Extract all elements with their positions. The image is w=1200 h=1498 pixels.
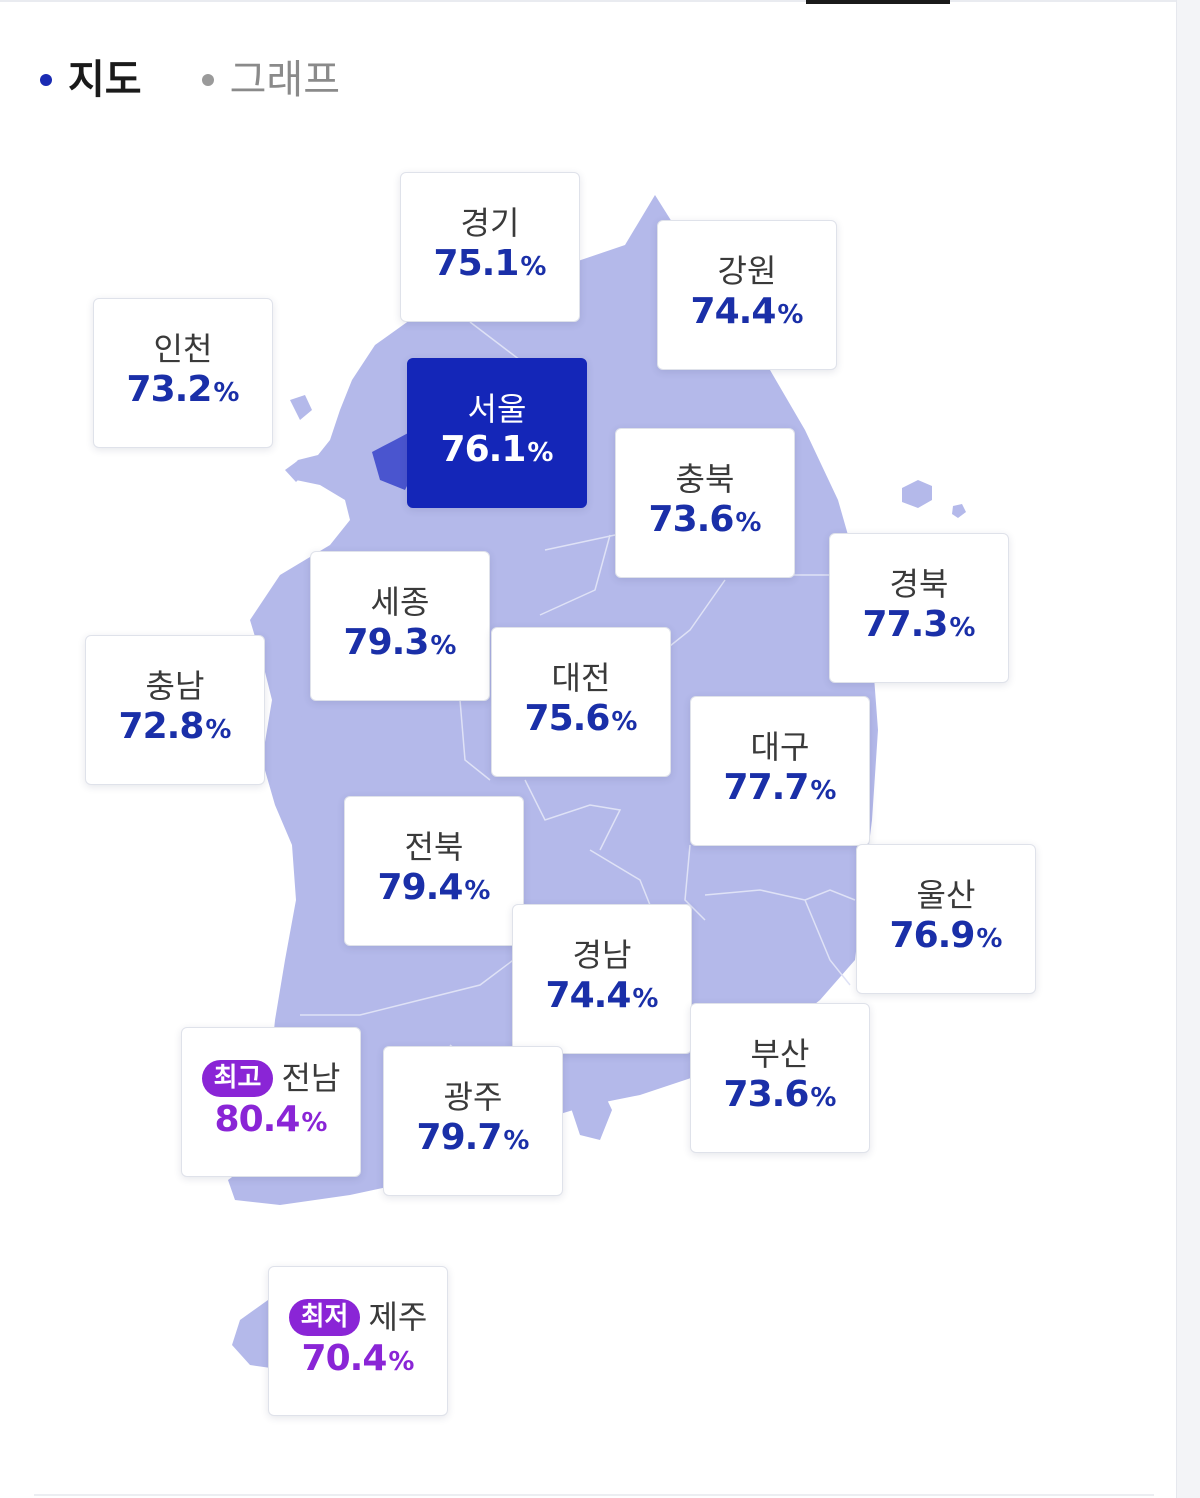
region-name: 경북 [889,565,949,603]
region-card-daegu[interactable]: 대구 77.7% [690,696,870,846]
region-card-gangwon[interactable]: 강원 74.4% [657,220,837,370]
region-name: 대구 [750,728,810,766]
region-card-ulsan[interactable]: 울산 76.9% [856,844,1036,994]
tab-graph[interactable]: 그래프 [201,57,341,103]
percent-sign: % [611,707,638,738]
percent-sign: % [205,715,232,746]
tab-map-label: 지도 [68,57,142,103]
region-card-incheon[interactable]: 인천 73.2% [93,298,273,448]
region-name-row: 최고 전남 [201,1059,341,1097]
region-name: 울산 [916,876,976,914]
percent-sign: % [503,1126,530,1157]
region-name: 전북 [404,828,464,866]
percent-sign: % [301,1107,328,1138]
region-value: 72.8 [118,706,205,748]
region-value: 80.4 [214,1098,301,1140]
region-card-gwangju[interactable]: 광주 79.7% [383,1046,563,1196]
region-card-chungnam[interactable]: 충남 72.8% [85,635,265,785]
dokdo-island [952,504,966,518]
percent-sign: % [632,984,659,1015]
lowest-badge: 최저 [288,1299,361,1336]
view-tabs: 지도 그래프 [40,50,340,110]
west-island-1 [290,395,312,420]
region-card-jeonnam[interactable]: 최고 전남 80.4% [181,1027,361,1177]
region-card-sejong[interactable]: 세종 79.3% [310,551,490,701]
seoul-area [372,432,415,490]
region-name: 충북 [675,460,735,498]
region-value: 76.9 [889,915,976,957]
west-island-3 [284,685,302,735]
scroll-gutter [1176,0,1200,1498]
region-value: 77.7 [723,767,810,809]
region-card-gyeongnam[interactable]: 경남 74.4% [512,904,692,1054]
percent-sign: % [388,1346,415,1377]
region-value: 73.6 [648,499,735,541]
region-name: 전남 [281,1059,341,1097]
west-island-2 [285,462,306,482]
region-name-row: 최저 제주 [288,1298,428,1336]
ulleung-island [902,480,932,508]
percent-sign: % [430,631,457,662]
region-name: 부산 [750,1035,810,1073]
region-value: 75.1 [433,243,520,285]
region-value: 77.3 [862,604,949,646]
percent-sign: % [810,1083,837,1114]
percent-sign: % [213,378,240,409]
region-value: 74.4 [690,291,777,333]
percent-sign: % [976,924,1003,955]
region-card-busan[interactable]: 부산 73.6% [690,1003,870,1153]
percent-sign: % [777,300,804,331]
region-value: 79.7 [416,1117,503,1159]
region-card-seoul[interactable]: 서울 76.1% [407,358,587,508]
region-value: 70.4 [301,1337,388,1379]
region-name: 충남 [145,667,205,705]
tab-graph-label: 그래프 [229,57,341,103]
region-name: 서울 [467,390,527,428]
percent-sign: % [464,876,491,907]
bottom-divider [34,1494,1154,1496]
region-card-jeonbuk[interactable]: 전북 79.4% [344,796,524,946]
percent-sign: % [735,508,762,539]
region-value: 79.4 [377,867,464,909]
region-name: 광주 [443,1078,503,1116]
active-section-indicator [806,0,950,4]
percent-sign: % [527,438,554,469]
region-card-gyeonggi[interactable]: 경기 75.1% [400,172,580,322]
region-name: 제주 [368,1298,428,1336]
region-value: 79.3 [343,622,430,664]
percent-sign: % [810,776,837,807]
region-value: 75.6 [524,698,611,740]
region-value: 74.4 [545,975,632,1017]
region-card-jeju[interactable]: 최저 제주 70.4% [268,1266,448,1416]
highest-badge: 최고 [201,1060,274,1097]
inactive-dot-icon [201,74,214,86]
region-value: 76.1 [440,429,527,471]
region-value: 73.2 [126,369,213,411]
region-name: 인천 [153,330,213,368]
active-dot-icon [40,74,52,86]
top-divider [0,0,1176,2]
south-island-1 [570,1080,612,1140]
tab-map[interactable]: 지도 [40,60,142,100]
region-card-gyeongbuk[interactable]: 경북 77.3% [829,533,1009,683]
region-name: 대전 [551,659,611,697]
region-value: 73.6 [723,1074,810,1116]
region-name: 강원 [717,252,777,290]
percent-sign: % [520,252,547,283]
percent-sign: % [949,613,976,644]
region-name: 세종 [370,583,430,621]
region-name: 경남 [572,936,632,974]
region-card-chungbuk[interactable]: 충북 73.6% [615,428,795,578]
region-card-daejeon[interactable]: 대전 75.6% [491,627,671,777]
region-name: 경기 [460,204,520,242]
